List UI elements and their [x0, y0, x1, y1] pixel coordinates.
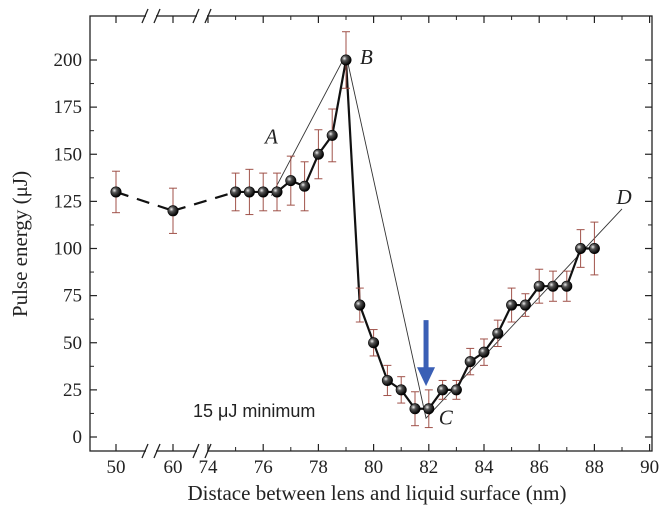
- data-point: [506, 299, 518, 311]
- data-point: [409, 403, 421, 415]
- y-tick-label: 175: [54, 97, 83, 118]
- data-point: [381, 374, 393, 386]
- axis-break-mark: [192, 443, 200, 459]
- data-point: [575, 243, 587, 255]
- data-point: [492, 327, 504, 339]
- axis-break-mark: [141, 443, 149, 459]
- data-point: [547, 280, 559, 292]
- minimum-arrow-head: [417, 367, 436, 387]
- x-tick-label: 74: [199, 457, 219, 478]
- data-point: [110, 186, 122, 198]
- data-point: [257, 186, 269, 198]
- data-point: [368, 337, 380, 349]
- data-line-segment: [115, 190, 174, 212]
- data-point: [423, 403, 435, 415]
- data-point: [464, 356, 476, 368]
- data-point: [167, 205, 179, 217]
- data-point: [450, 384, 462, 396]
- data-point: [271, 186, 283, 198]
- x-tick-label: 88: [585, 457, 604, 478]
- point-label-d: D: [615, 185, 631, 209]
- point-label-c: C: [439, 406, 454, 430]
- y-tick-label: 50: [63, 333, 82, 354]
- data-line-segment: [172, 190, 236, 212]
- data-point: [230, 186, 242, 198]
- x-tick-label: 86: [530, 457, 549, 478]
- axis-break-mark: [153, 443, 161, 459]
- minimum-note: 15 μJ minimum: [193, 401, 315, 421]
- x-tick-label: 60: [164, 457, 183, 478]
- axis-break-mark: [141, 8, 149, 24]
- data-point: [340, 54, 352, 66]
- data-connecting-line: [115, 59, 595, 410]
- y-tick-label: 0: [73, 427, 83, 448]
- x-tick-label: 76: [254, 457, 273, 478]
- y-tick-label: 200: [54, 50, 83, 71]
- data-point: [312, 148, 324, 160]
- data-point: [285, 175, 297, 187]
- x-axis-title: Distace between lens and liquid surface …: [187, 481, 566, 505]
- plot-frame: [89, 8, 653, 459]
- y-tick-label: 125: [54, 191, 83, 212]
- point-label-b: B: [360, 45, 373, 69]
- data-point: [561, 280, 573, 292]
- y-tick-label: 75: [63, 286, 82, 307]
- y-axis-title: Pulse energy (μJ): [8, 171, 32, 317]
- x-tick-label: 84: [475, 457, 495, 478]
- data-point: [519, 299, 531, 311]
- data-point: [299, 180, 311, 192]
- data-points: [110, 54, 600, 415]
- annotations: A B C D: [263, 45, 632, 430]
- trend-line: [271, 53, 623, 420]
- data-point: [437, 384, 449, 396]
- x-tick-label: 50: [107, 457, 126, 478]
- trend-lines: [271, 53, 623, 420]
- data-point: [354, 299, 366, 311]
- data-point: [395, 384, 407, 396]
- data-point: [326, 129, 338, 141]
- data-point: [243, 186, 255, 198]
- data-point: [533, 280, 545, 292]
- point-label-a: A: [263, 125, 278, 149]
- axis-break-mark: [192, 8, 200, 24]
- y-tick-label: 100: [54, 239, 83, 260]
- x-tick-label: 78: [309, 457, 328, 478]
- x-tick-label: 80: [364, 457, 383, 478]
- axis-break-mark: [153, 8, 161, 24]
- plot-border: [89, 15, 653, 452]
- data-point: [588, 243, 600, 255]
- x-tick-label: 82: [419, 457, 438, 478]
- axis-ticks: 0 25 50 75 100 125 150 175 200 50 60 74 76 78 80 82 84 86…: [54, 16, 659, 478]
- x-tick-label: 90: [640, 457, 659, 478]
- y-tick-label: 25: [63, 380, 82, 401]
- data-line-segment: [235, 59, 595, 410]
- data-point: [478, 346, 490, 358]
- y-tick-label: 150: [54, 144, 83, 165]
